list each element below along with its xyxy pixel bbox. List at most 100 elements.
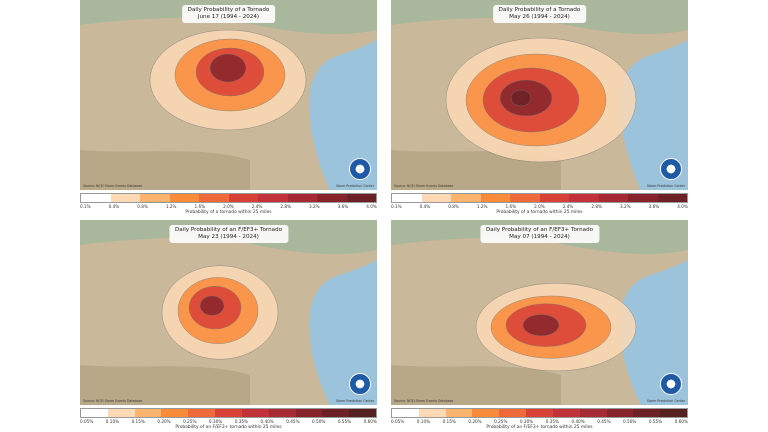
map: Daily Probability of an F/EF3+ Tornado Ma… [80, 220, 377, 405]
colorbar [80, 193, 377, 203]
colorbar-ticks: 0.1% 0.4% 0.8% 1.2% 1.6% 2.0% 2.4% 2.8% 3.2% 3.6%… [80, 204, 377, 209]
colorbar-tick: 0.1% [80, 204, 91, 209]
colorbar [80, 408, 377, 418]
colorbar-tick: 1.6% [194, 204, 206, 209]
colorbar-tick: 1.6% [505, 204, 517, 209]
colorbar-segment [349, 409, 376, 417]
colorbar-tick: 4.0% [366, 204, 377, 209]
colorbar-tick: 0.10% [105, 419, 120, 424]
colorbar-segment [539, 194, 569, 202]
probability-contour [209, 53, 247, 83]
colorbar-segment [421, 194, 451, 202]
date-range: May 07 (1994 - 2024) [509, 234, 570, 240]
map-canvas [391, 220, 688, 405]
map-title: Daily Probability of an F/EF3+ Tornado Ma… [479, 225, 600, 243]
colorbar-label: Probability of an F/EF3+ tornado within … [175, 425, 282, 430]
colorbar-tick: 0.60% [674, 419, 688, 424]
colorbar-tick: 2.4% [562, 204, 574, 209]
colorbar-tick: 2.8% [591, 204, 603, 209]
colorbar-tick: 0.20% [157, 419, 171, 424]
colorbar-segment [606, 409, 634, 417]
colorbar-tick: 2.0% [534, 204, 545, 209]
colorbar-tick: 1.2% [165, 204, 177, 209]
colorbar [391, 193, 688, 203]
center-text: Storm Prediction Center [335, 399, 374, 403]
colorbar-tick: 0.35% [545, 419, 559, 424]
colorbar-tick: 0.30% [208, 419, 223, 424]
title-text: Daily Probability of an F/EF3+ Tornado [174, 227, 283, 233]
colorbar-tick: 0.60% [363, 419, 377, 424]
mexico-land [80, 365, 250, 405]
source-text: Source: NCEI Storm Events Database [83, 184, 143, 188]
colorbar-segment [188, 409, 216, 417]
colorbar-segment [295, 409, 323, 417]
colorbar-tick: 0.20% [468, 419, 482, 424]
colorbar-tick: 3.2% [309, 204, 320, 209]
colorbar-label: Probability of a tornado within 25 miles [496, 210, 583, 215]
title-text: Daily Probability of a Tornado [187, 7, 270, 13]
colorbar-segment [110, 194, 140, 202]
colorbar-tick: 0.8% [137, 204, 148, 209]
colorbar-tick: 0.40% [260, 419, 274, 424]
colorbar-segment [579, 409, 607, 417]
colorbar-tick: 0.25% [183, 419, 197, 424]
colorbar-tick: 3.2% [620, 204, 631, 209]
colorbar-tick: 4.0% [677, 204, 688, 209]
colorbar-segment [215, 409, 242, 417]
colorbar-segment [510, 194, 540, 202]
colorbar-segment [628, 194, 658, 202]
colorbar-segment [81, 409, 108, 417]
colorbar-tick: 3.6% [648, 204, 660, 209]
colorbar-segment [480, 194, 510, 202]
noaa-logo [349, 373, 371, 395]
source-text: Source: NCEI Storm Events Database [394, 184, 454, 188]
colorbar-segment [657, 194, 687, 202]
colorbar-segment [241, 409, 269, 417]
colorbar-segment [445, 409, 473, 417]
mexico-land [391, 365, 561, 405]
date-range: May 23 (1994 - 2024) [198, 234, 259, 240]
colorbar-ticks: 0.1% 0.4% 0.8% 1.2% 1.6% 2.0% 2.4% 2.8% 3.2% 3.6%… [391, 204, 688, 209]
colorbar-tick: 2.8% [280, 204, 292, 209]
colorbar-segment [526, 409, 553, 417]
colorbar-segment [660, 409, 687, 417]
colorbar-ticks: 0.05% 0.10% 0.15% 0.20% 0.25% 0.30% 0.35% 0.40%… [80, 419, 377, 424]
date-range: June 17 (1994 - 2024) [197, 14, 260, 20]
date-range: May 26 (1994 - 2024) [509, 14, 570, 20]
noaa-logo [660, 158, 682, 180]
title-text: Daily Probability of a Tornado [498, 7, 581, 13]
colorbar-segment [392, 409, 419, 417]
colorbar-tick: 2.4% [251, 204, 263, 209]
noaa-logo [660, 373, 682, 395]
colorbar-tick: 0.55% [337, 419, 352, 424]
noaa-logo [349, 158, 371, 180]
colorbar-tick: 0.05% [80, 419, 94, 424]
colorbar-tick: 0.50% [312, 419, 326, 424]
map-canvas [80, 220, 377, 405]
colorbar-segment [287, 194, 317, 202]
colorbar-tick: 0.55% [648, 419, 663, 424]
colorbar-segment [81, 194, 111, 202]
colorbar-tick: 2.0% [223, 204, 234, 209]
colorbar-tick: 0.35% [234, 419, 248, 424]
colorbar-tick: 0.50% [623, 419, 637, 424]
colorbar-segment [451, 194, 481, 202]
colorbar-segment [134, 409, 162, 417]
probability-contour [522, 314, 560, 337]
colorbar-ticks: 0.05% 0.10% 0.15% 0.20% 0.25% 0.30% 0.35% 0.40%… [391, 419, 688, 424]
source-text: Source: NCEI Storm Events Database [83, 399, 143, 403]
colorbar-tick: 0.1% [391, 204, 402, 209]
colorbar-tick: 3.6% [337, 204, 349, 209]
map-canvas [391, 0, 688, 190]
center-text: Storm Prediction Center [646, 399, 685, 403]
colorbar-segment [199, 194, 229, 202]
colorbar-segment [392, 194, 422, 202]
colorbar-segment [228, 194, 258, 202]
colorbar-segment [322, 409, 350, 417]
colorbar-segment [268, 409, 296, 417]
source-text: Source: NCEI Storm Events Database [394, 399, 454, 403]
colorbar-tick: 0.4% [419, 204, 431, 209]
colorbar-segment [169, 194, 199, 202]
colorbar-tick: 0.15% [131, 419, 145, 424]
colorbar-tick: 0.15% [442, 419, 456, 424]
